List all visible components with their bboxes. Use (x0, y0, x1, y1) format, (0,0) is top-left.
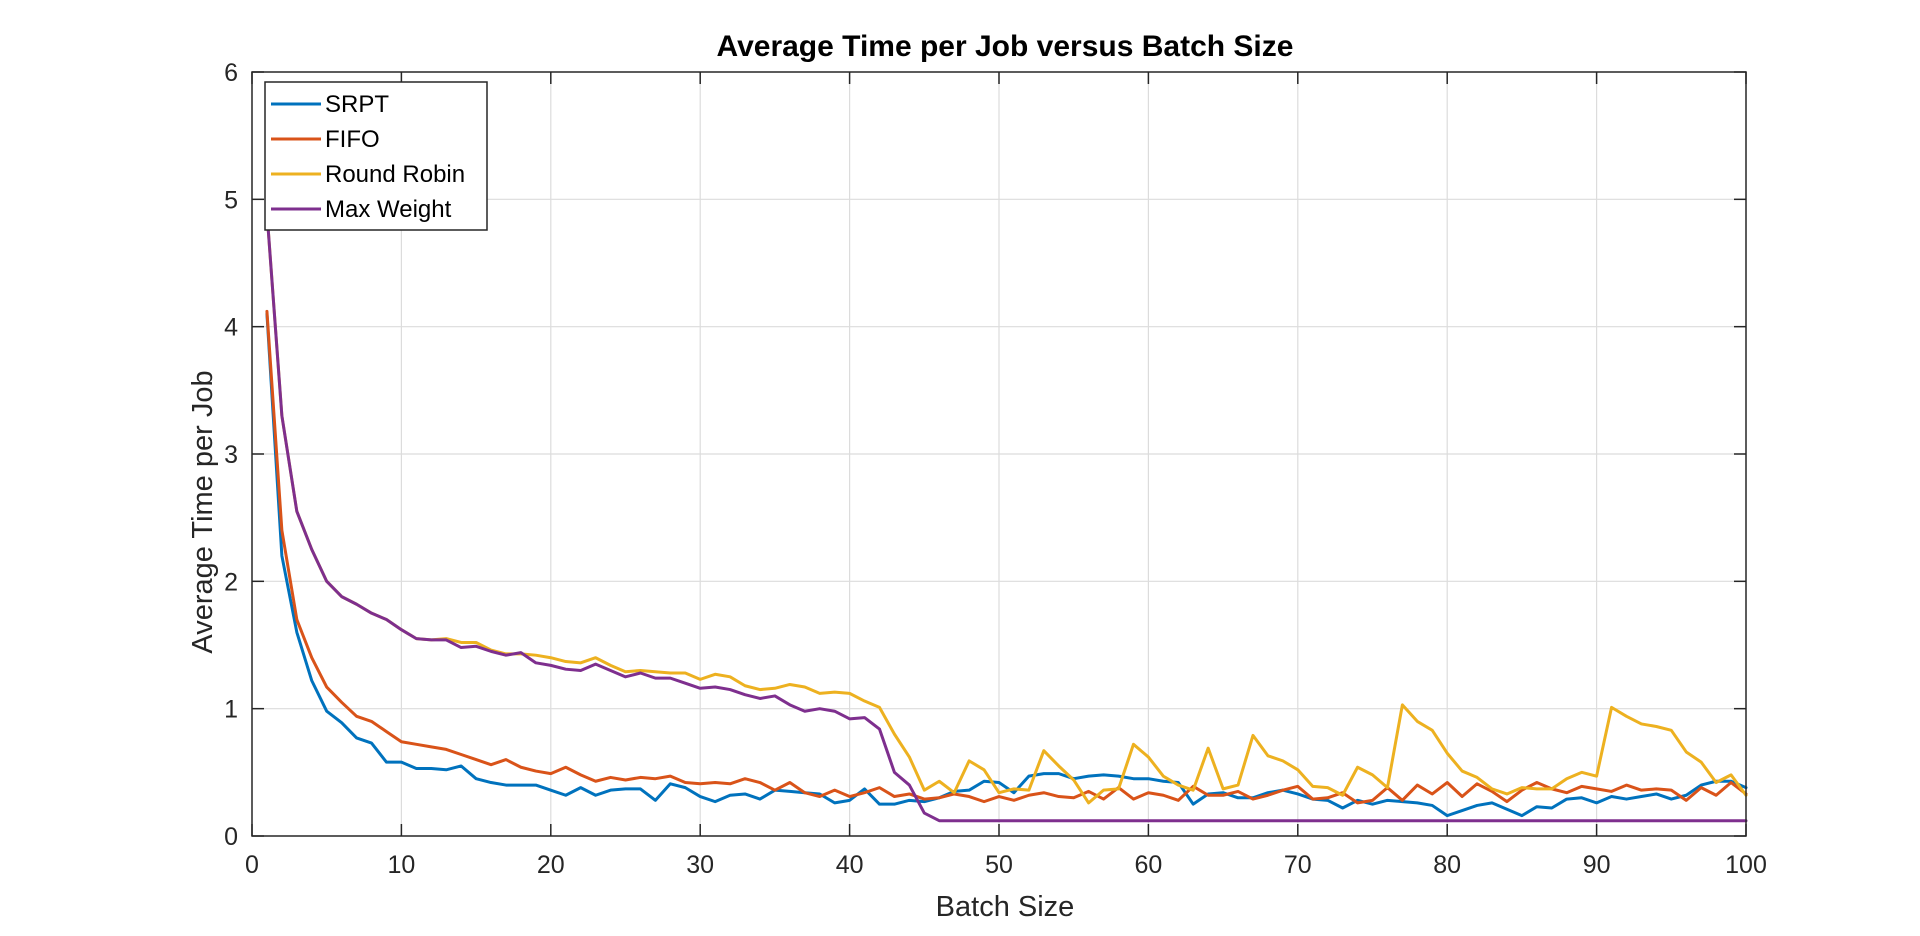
x-tick-label: 0 (245, 851, 259, 879)
x-tick-label: 90 (1583, 851, 1611, 879)
series-line-round-robin (265, 210, 1748, 805)
legend-item: FIFO (271, 126, 380, 153)
legend-label: FIFO (325, 126, 380, 153)
legend-item: Round Robin (271, 161, 465, 188)
x-tick-label: 30 (686, 851, 714, 879)
y-axis-label: Average Time per Job (187, 370, 219, 653)
legend-item: Max Weight (271, 196, 452, 223)
x-tick-label: 20 (537, 851, 565, 879)
series-line-fifo (265, 309, 1748, 805)
legend: SRPT FIFO Round Robin Max Weight (264, 81, 488, 231)
series-line-max-weight (265, 210, 1748, 823)
legend-box (264, 81, 488, 231)
legend-label: SRPT (325, 91, 389, 118)
axes (251, 71, 1747, 837)
chart-title: Average Time per Job versus Batch Size (717, 30, 1294, 63)
x-tick-label: 60 (1134, 851, 1162, 879)
y-tick-label: 5 (224, 186, 238, 214)
series-lines (265, 210, 1748, 823)
x-tick-label: 100 (1725, 851, 1767, 879)
tick-labels: 0 10 20 30 40 50 60 70 80 90 100 0 1 2 3 4 5 6 (224, 59, 1767, 879)
series-line-srpt (265, 312, 1748, 818)
x-axis-label: Batch Size (936, 891, 1075, 923)
y-tick-label: 1 (224, 696, 238, 724)
x-tick-label: 10 (387, 851, 415, 879)
y-tick-label: 6 (224, 59, 238, 87)
grid (252, 72, 1746, 836)
legend-label: Round Robin (325, 161, 465, 188)
y-tick-label: 0 (224, 823, 238, 851)
y-tick-label: 3 (224, 441, 238, 469)
legend-item: SRPT (271, 91, 389, 118)
x-tick-label: 40 (836, 851, 864, 879)
x-tick-label: 50 (985, 851, 1013, 879)
x-tick-label: 80 (1433, 851, 1461, 879)
x-tick-label: 70 (1284, 851, 1312, 879)
y-tick-label: 4 (224, 314, 238, 342)
y-tick-label: 2 (224, 568, 238, 596)
legend-label: Max Weight (325, 196, 452, 223)
